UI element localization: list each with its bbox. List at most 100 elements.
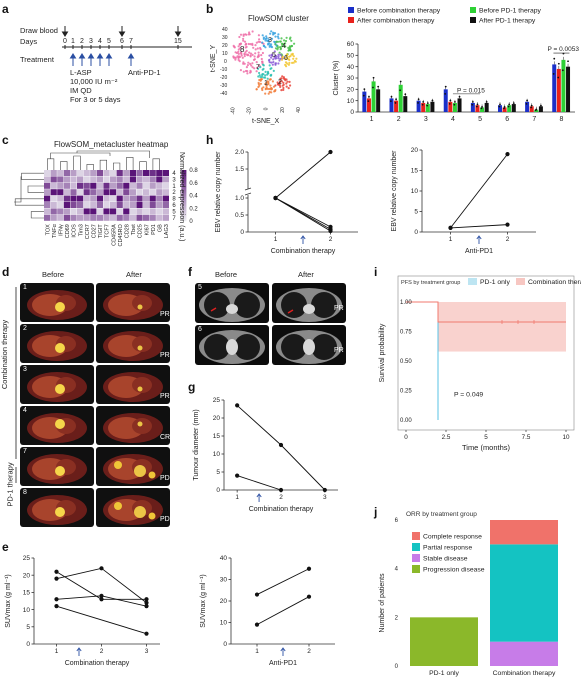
cluster-bar	[371, 81, 376, 112]
tsne-point	[267, 38, 270, 41]
tsne-point	[290, 44, 293, 48]
tsne-point	[245, 53, 248, 56]
cluster-bar	[525, 101, 530, 112]
tsne-point	[265, 37, 268, 40]
tsne-point	[288, 55, 291, 58]
panel-label-h: h	[206, 133, 214, 147]
tsne-plot	[232, 30, 298, 95]
heatmap-cell	[123, 214, 130, 221]
e1-treatment-arrow	[76, 647, 82, 656]
cluster-dot	[530, 104, 533, 107]
ct-scan-graphic	[276, 288, 342, 322]
day-tick-6: 6	[120, 38, 124, 45]
tsne-point	[273, 50, 276, 53]
e1-y-label: SUVmax (g ml⁻¹)	[5, 574, 12, 627]
pet-image-after	[96, 488, 170, 527]
h2-y-label: EBV relative copy number	[391, 150, 398, 232]
tsne-point	[255, 70, 258, 73]
heatmap-cell	[156, 182, 163, 189]
heatmap-cell	[83, 182, 90, 189]
tsne-point	[279, 53, 282, 56]
cluster-bar	[376, 89, 381, 112]
heatmap-col-label: CD25	[138, 224, 144, 238]
heatmap-cell	[90, 208, 97, 215]
cluster-dot	[372, 86, 374, 89]
cluster-bar	[452, 102, 457, 112]
heatmap-cell	[57, 182, 64, 189]
km-y-tick-label: 0.50	[400, 359, 412, 365]
heatmap-cell	[136, 176, 143, 183]
cluster-x-tick-label: 5	[478, 116, 482, 123]
pet-lesion	[137, 345, 143, 351]
cluster-dot	[372, 76, 375, 79]
heatmap-cell	[57, 202, 64, 208]
h1-y-tick-label: 2.0	[235, 149, 244, 156]
heatmap-col-label: Tim3	[78, 224, 84, 236]
heatmap-cell	[123, 176, 130, 183]
h2-data-point	[448, 225, 453, 230]
g-y-tick-label: 25	[213, 397, 221, 404]
orr-legend-label: Progression disease	[423, 567, 485, 574]
heatmap-cell	[77, 170, 84, 176]
heatmap-cell	[63, 182, 70, 189]
heatmap-cell	[77, 208, 84, 215]
tsne-point	[292, 61, 295, 64]
heatmap-row-dendrogram	[30, 211, 44, 219]
e1-y-tick-label: 5	[26, 624, 30, 631]
heatmap-row-label: 5	[172, 209, 176, 215]
tsne-point	[253, 67, 256, 70]
pet-scan-graphic	[27, 331, 87, 361]
cluster-dot	[503, 107, 505, 110]
tsne-point	[278, 51, 281, 54]
tsne-point	[260, 78, 263, 81]
ct-lung	[281, 292, 307, 318]
ct-image-after	[272, 283, 346, 323]
heatmap-cell	[149, 195, 156, 202]
heatmap-cell	[44, 170, 51, 176]
tsne-point	[243, 53, 246, 56]
timeline-svg	[61, 26, 192, 66]
heatmap-cell	[96, 214, 103, 221]
heatmap-row-dendrogram	[27, 185, 44, 193]
tsne-point	[254, 44, 257, 47]
tsne-point	[239, 33, 243, 36]
heatmap-cell	[116, 189, 123, 196]
tsne-point	[277, 37, 280, 40]
tsne-cluster-3: 3	[268, 37, 272, 44]
tsne-point	[282, 77, 285, 80]
cluster-dot	[431, 99, 434, 102]
heatmap-cell	[96, 195, 103, 202]
heatmap-cell	[83, 170, 90, 176]
tsne-point	[268, 78, 271, 81]
e1-x-label: Combination therapy	[65, 660, 130, 667]
tsne-point	[292, 57, 295, 60]
tsne-point	[257, 53, 260, 57]
panel-label-d: d	[2, 265, 10, 279]
h1-series-line	[275, 151, 331, 199]
heatmap-cell	[156, 170, 163, 176]
tsne-point	[275, 57, 278, 60]
g-series-line	[236, 405, 326, 491]
cluster-dot	[389, 100, 392, 103]
h2-y-tick-label: 0	[414, 229, 418, 236]
heatmap-row-label: 7	[172, 216, 176, 222]
day-tick-15: 15	[174, 38, 182, 45]
panel-label-b: b	[206, 2, 214, 16]
heatmap-col-label: CD45RO	[118, 223, 124, 246]
tsne-point	[270, 53, 273, 56]
tsne-point	[266, 39, 269, 42]
pet-scan-graphic	[103, 372, 163, 402]
heatmap-cell	[63, 176, 70, 183]
tsne-y-tick-0: 0	[224, 59, 227, 65]
cluster-x-tick-label: 1	[370, 116, 374, 123]
tsne-point	[280, 58, 284, 61]
tsne-point	[269, 32, 272, 35]
cluster-bar	[448, 101, 453, 112]
heatmap-cell	[44, 176, 51, 183]
pet-lesion	[137, 304, 143, 310]
tsne-point	[248, 31, 251, 34]
g-y-label: Tumour diameter (mm)	[193, 409, 200, 480]
tsne-point	[262, 86, 265, 89]
tsne-point	[276, 81, 279, 84]
e2-y-tick-label: 40	[220, 555, 228, 562]
